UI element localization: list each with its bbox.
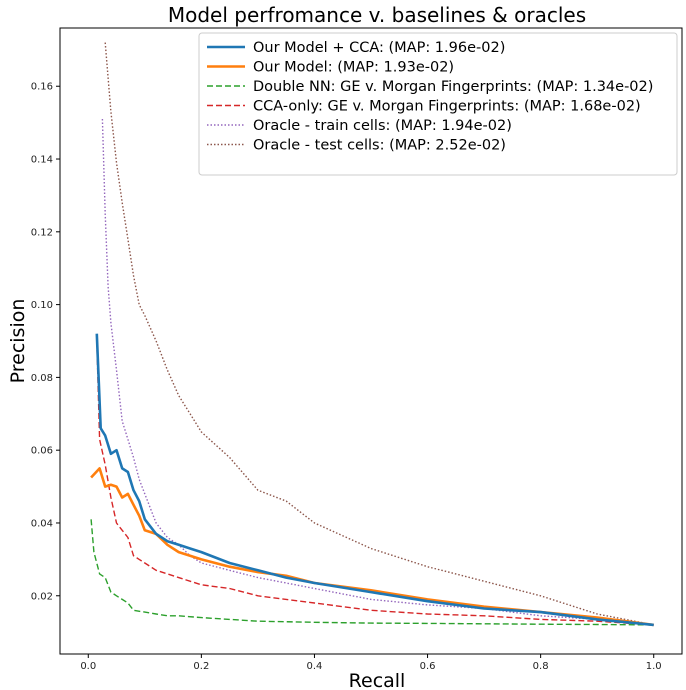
y-axis-ticks: 0.02 0.04 0.06 0.08 0.10 0.12 0.14 0.16: [31, 82, 60, 602]
series-line-3: [96, 340, 654, 626]
x-axis-ticks: 0.0 0.2 0.4 0.6 0.8 1.0: [80, 654, 662, 672]
legend-entry-0: Our Model + CCA: (MAP: 1.96e-02): [253, 40, 505, 56]
series-line-1: [90, 467, 654, 627]
series-line-4: [101, 118, 654, 626]
series-line-2: [90, 519, 654, 626]
series-line-5: [104, 42, 654, 626]
legend-entry-3: CCA-only: GE v. Morgan Fingerprints: (MA…: [253, 99, 641, 115]
x-tick-label: 0.8: [533, 661, 549, 672]
x-tick-label: 0.0: [80, 661, 96, 672]
y-tick-label: 0.06: [31, 446, 53, 457]
chart-title: Model perfromance v. baselines & oracles: [168, 3, 586, 27]
y-tick-label: 0.14: [31, 155, 53, 166]
y-tick-label: 0.12: [31, 227, 53, 238]
legend-entry-4: Oracle - train cells: (MAP: 1.94e-02): [253, 118, 512, 134]
legend-entry-2: Double NN: GE v. Morgan Fingerprints: (M…: [253, 79, 653, 95]
legend-entry-1: Our Model: (MAP: 1.93e-02): [253, 60, 454, 76]
y-tick-label: 0.02: [31, 591, 53, 602]
legend: Our Model + CCA: (MAP: 1.96e-02) Our Mode…: [198, 32, 678, 176]
y-tick-label: 0.08: [31, 373, 53, 384]
y-tick-label: 0.10: [31, 300, 53, 311]
series-lines: [90, 42, 654, 627]
plot-frame: [59, 27, 683, 655]
x-tick-label: 0.4: [307, 661, 323, 672]
y-axis-label: Precision: [7, 299, 29, 384]
y-tick-label: 0.16: [31, 82, 53, 93]
x-tick-label: 0.2: [193, 661, 209, 672]
x-tick-label: 0.6: [420, 661, 436, 672]
y-tick-label: 0.04: [31, 518, 53, 529]
x-axis-label: Recall: [349, 670, 406, 690]
series-line-0: [95, 333, 654, 627]
x-tick-label: 1.0: [646, 661, 662, 672]
legend-box: [198, 32, 678, 176]
legend-entry-5: Oracle - test cells: (MAP: 2.52e-02): [253, 138, 506, 154]
